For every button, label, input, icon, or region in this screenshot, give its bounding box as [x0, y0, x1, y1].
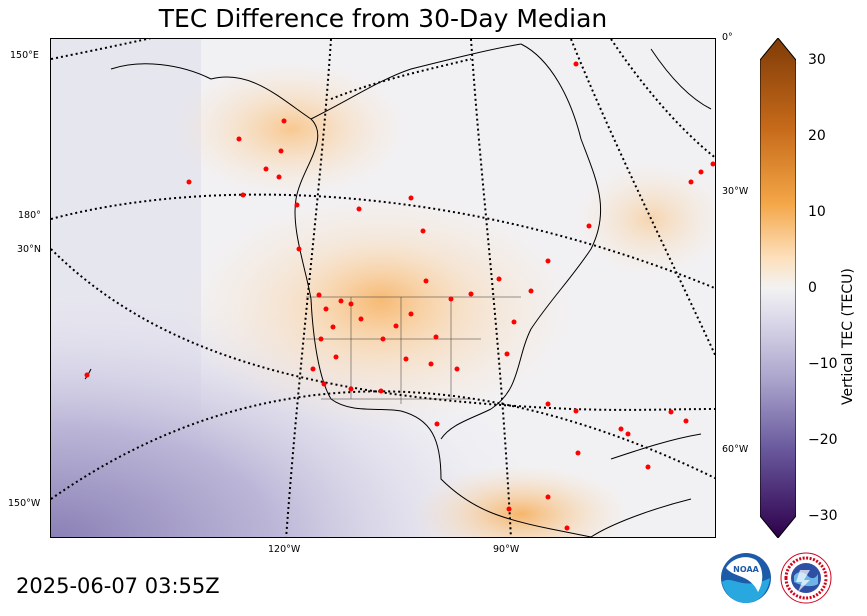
- colorbar-tick-30: 30: [808, 52, 826, 68]
- label-lat-30n: 30°N: [17, 244, 41, 255]
- coastlines: [84, 43, 712, 537]
- graticule: [51, 39, 715, 537]
- label-lon-60w: 60°W: [722, 444, 749, 455]
- label-lon-150e: 150°E: [10, 50, 39, 61]
- label-lon-30w: 30°W: [722, 186, 749, 197]
- label-lon-120w: 120°W: [268, 544, 301, 555]
- timestamp: 2025-06-07 03:55Z: [16, 574, 220, 598]
- colorbar-fill: [760, 38, 796, 538]
- colorbar-tick-neg20: −20: [808, 432, 838, 448]
- colorbar-tick-0: 0: [808, 280, 817, 296]
- tec-map: [50, 38, 716, 538]
- station-markers: [84, 61, 715, 531]
- tec-map-svg: [51, 39, 715, 537]
- field-positive-north: [171, 59, 411, 199]
- colorbar: [760, 38, 796, 538]
- colorbar-tick-10: 10: [808, 204, 826, 220]
- field-positive-core: [291, 239, 471, 359]
- label-lon-180: 180°: [18, 210, 41, 221]
- label-lon-150w: 150°W: [8, 498, 41, 509]
- colorbar-tick-neg10: −10: [808, 356, 838, 372]
- colorbar-tick-neg30: −30: [808, 508, 838, 524]
- nws-logo: [780, 552, 832, 604]
- label-lon-0: 0°: [722, 32, 733, 43]
- colorbar-tick-20: 20: [808, 128, 826, 144]
- colorbar-label: Vertical TEC (TECU): [840, 268, 856, 405]
- map-title: TEC Difference from 30-Day Median: [158, 4, 608, 33]
- field-positive-east: [571, 159, 715, 279]
- field-positive-south: [411, 464, 631, 537]
- svg-text:NOAA: NOAA: [733, 565, 759, 574]
- noaa-logo: NOAA: [721, 553, 771, 603]
- borders: [306, 296, 521, 404]
- label-lon-90w: 90°W: [493, 544, 520, 555]
